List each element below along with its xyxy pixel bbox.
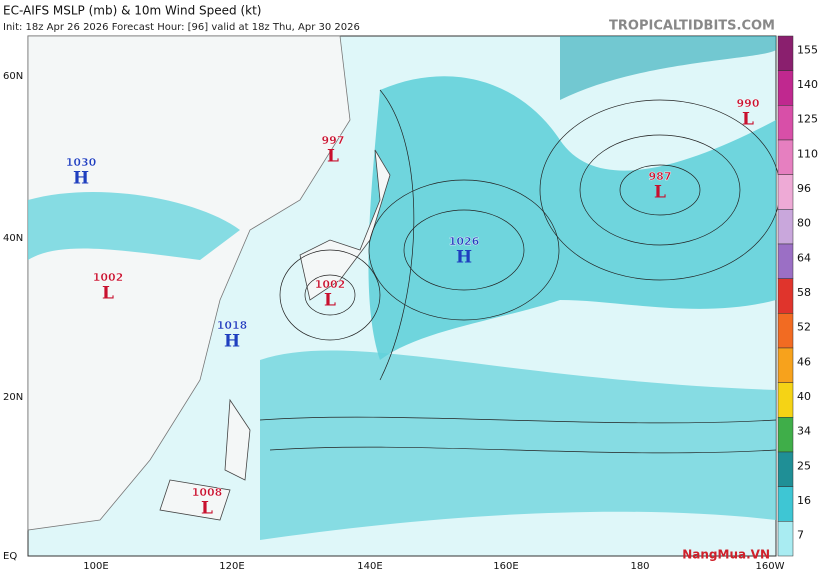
colorbar-segment bbox=[777, 35, 794, 71]
watermark: NangMua.VN bbox=[682, 548, 770, 562]
longitude-label: 180 bbox=[630, 561, 649, 572]
pressure-value: 1030 bbox=[66, 156, 97, 169]
wind-shading bbox=[28, 191, 240, 260]
longitude-label: 160E bbox=[493, 561, 518, 572]
wind-shading bbox=[560, 36, 776, 100]
pressure-letter: H bbox=[456, 248, 472, 268]
longitude-label: 140E bbox=[357, 561, 382, 572]
site-name: TROPICALTIDBITS.COM bbox=[609, 19, 775, 34]
latitude-label: 40N bbox=[3, 233, 23, 244]
colorbar-label: 34 bbox=[797, 425, 811, 438]
latitude-label: 20N bbox=[3, 392, 23, 403]
colorbar-segment bbox=[777, 347, 794, 383]
colorbar-label: 58 bbox=[797, 286, 811, 299]
colorbar-segment bbox=[777, 486, 794, 522]
wind-shading bbox=[368, 76, 776, 360]
colorbar-label: 110 bbox=[797, 147, 818, 160]
colorbar-segment bbox=[777, 243, 794, 279]
colorbar-label: 16 bbox=[797, 494, 811, 507]
pressure-value: 1002 bbox=[93, 271, 124, 284]
colorbar-segment bbox=[777, 521, 794, 557]
map-title: EC-AIFS MSLP (mb) & 10m Wind Speed (kt) bbox=[3, 4, 261, 18]
colorbar-label: 80 bbox=[797, 217, 811, 230]
longitude-label: 120E bbox=[219, 561, 244, 572]
colorbar-label: 7 bbox=[797, 529, 804, 542]
latitude-label: 60N bbox=[3, 71, 23, 82]
pressure-letter: L bbox=[327, 147, 339, 167]
land-asia bbox=[27, 35, 351, 531]
colorbar-segment bbox=[777, 105, 794, 141]
pressure-value: 1018 bbox=[217, 319, 248, 332]
colorbar-label: 125 bbox=[797, 113, 818, 126]
colorbar-segment bbox=[777, 209, 794, 245]
pressure-letter: L bbox=[654, 183, 666, 203]
colorbar-segment bbox=[777, 382, 794, 418]
colorbar-segment bbox=[777, 278, 794, 314]
pressure-letter: L bbox=[742, 110, 754, 130]
colorbar-label: 52 bbox=[797, 321, 811, 334]
pressure-value: 997 bbox=[322, 134, 345, 147]
pressure-value: 987 bbox=[649, 170, 672, 183]
pressure-value: 1008 bbox=[192, 486, 223, 499]
pressure-value: 1026 bbox=[449, 235, 480, 248]
colorbar-segment bbox=[777, 139, 794, 175]
colorbar-label: 155 bbox=[797, 43, 818, 56]
latitude-label: EQ bbox=[3, 551, 17, 562]
pressure-letter: L bbox=[102, 284, 114, 304]
pressure-letter: L bbox=[324, 291, 336, 311]
land-islands bbox=[159, 398, 251, 521]
colorbar-segment bbox=[777, 70, 794, 106]
pressure-letter: H bbox=[224, 332, 240, 352]
map-area bbox=[27, 35, 781, 557]
colorbar-label: 64 bbox=[797, 251, 811, 264]
pressure-letter: H bbox=[73, 169, 89, 189]
colorbar-label: 96 bbox=[797, 182, 811, 195]
colorbar-label: 140 bbox=[797, 78, 818, 91]
pressure-value: 990 bbox=[737, 97, 760, 110]
land-japan bbox=[299, 149, 391, 301]
longitude-label: 160W bbox=[756, 561, 785, 572]
colorbar-label: 46 bbox=[797, 355, 811, 368]
wind-shading bbox=[260, 350, 776, 540]
pressure-letter: L bbox=[201, 499, 213, 519]
colorbar-label: 25 bbox=[797, 459, 811, 472]
pressure-value: 1002 bbox=[315, 278, 346, 291]
colorbar-label: 40 bbox=[797, 390, 811, 403]
map-subtitle: Init: 18z Apr 26 2026 Forecast Hour: [96… bbox=[3, 22, 360, 33]
colorbar-segment bbox=[777, 174, 794, 210]
longitude-label: 100E bbox=[83, 561, 108, 572]
colorbar-segment bbox=[777, 313, 794, 349]
labels: 60N 40N 20N EQ 100E 120E 140E 160E 180 160W 155 140… bbox=[3, 35, 818, 572]
colorbar-segment bbox=[777, 417, 794, 453]
colorbar-segment bbox=[777, 451, 794, 487]
